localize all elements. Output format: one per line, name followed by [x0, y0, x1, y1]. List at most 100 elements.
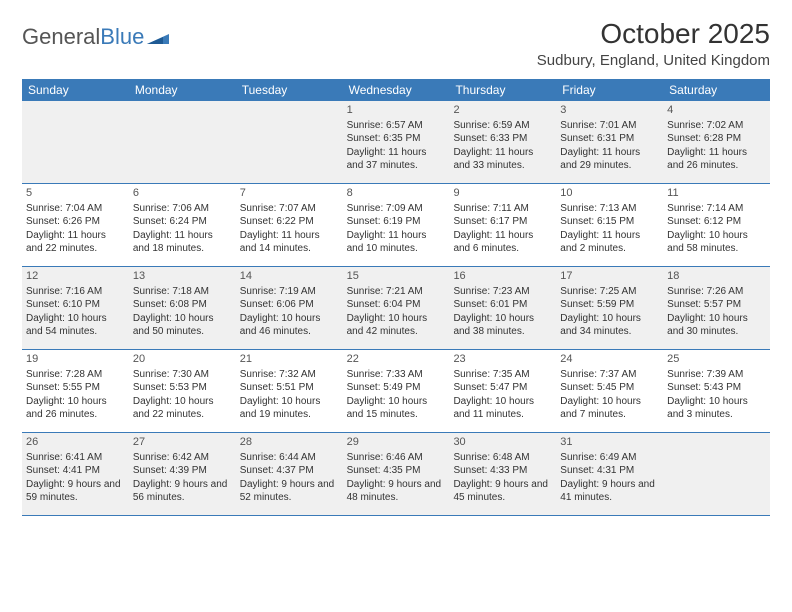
daylight-text: Daylight: 11 hours and 37 minutes. — [347, 146, 446, 173]
day-number: 25 — [667, 352, 766, 367]
daylight-text: Daylight: 10 hours and 26 minutes. — [26, 395, 125, 422]
day-cell: 30Sunrise: 6:48 AMSunset: 4:33 PMDayligh… — [449, 433, 556, 515]
sunrise-text: Sunrise: 7:37 AM — [560, 368, 659, 382]
daylight-text: Daylight: 11 hours and 26 minutes. — [667, 146, 766, 173]
day-number: 24 — [560, 352, 659, 367]
day-number: 5 — [26, 186, 125, 201]
day-headers-row: Sunday Monday Tuesday Wednesday Thursday… — [22, 79, 770, 101]
week-row: 5Sunrise: 7:04 AMSunset: 6:26 PMDaylight… — [22, 184, 770, 267]
sunset-text: Sunset: 6:04 PM — [347, 298, 446, 312]
daylight-text: Daylight: 11 hours and 33 minutes. — [453, 146, 552, 173]
sunset-text: Sunset: 6:17 PM — [453, 215, 552, 229]
sunrise-text: Sunrise: 7:14 AM — [667, 202, 766, 216]
logo-flag-icon — [147, 28, 169, 44]
daylight-text: Daylight: 9 hours and 56 minutes. — [133, 478, 232, 505]
day-cell: 13Sunrise: 7:18 AMSunset: 6:08 PMDayligh… — [129, 267, 236, 349]
daylight-text: Daylight: 10 hours and 38 minutes. — [453, 312, 552, 339]
day-number: 9 — [453, 186, 552, 201]
day-cell: 29Sunrise: 6:46 AMSunset: 4:35 PMDayligh… — [343, 433, 450, 515]
sunset-text: Sunset: 4:31 PM — [560, 464, 659, 478]
day-number: 23 — [453, 352, 552, 367]
day-header-thu: Thursday — [449, 79, 556, 101]
daylight-text: Daylight: 10 hours and 19 minutes. — [240, 395, 339, 422]
week-row: 1Sunrise: 6:57 AMSunset: 6:35 PMDaylight… — [22, 101, 770, 184]
sunrise-text: Sunrise: 7:16 AM — [26, 285, 125, 299]
sunrise-text: Sunrise: 7:23 AM — [453, 285, 552, 299]
sunset-text: Sunset: 5:45 PM — [560, 381, 659, 395]
weeks-container: 1Sunrise: 6:57 AMSunset: 6:35 PMDaylight… — [22, 101, 770, 516]
sunset-text: Sunset: 6:33 PM — [453, 132, 552, 146]
daylight-text: Daylight: 11 hours and 22 minutes. — [26, 229, 125, 256]
sunset-text: Sunset: 5:47 PM — [453, 381, 552, 395]
day-number: 30 — [453, 435, 552, 450]
daylight-text: Daylight: 10 hours and 58 minutes. — [667, 229, 766, 256]
sunset-text: Sunset: 5:59 PM — [560, 298, 659, 312]
day-cell: 14Sunrise: 7:19 AMSunset: 6:06 PMDayligh… — [236, 267, 343, 349]
day-cell: 2Sunrise: 6:59 AMSunset: 6:33 PMDaylight… — [449, 101, 556, 183]
daylight-text: Daylight: 10 hours and 7 minutes. — [560, 395, 659, 422]
day-number: 4 — [667, 103, 766, 118]
day-cell: 9Sunrise: 7:11 AMSunset: 6:17 PMDaylight… — [449, 184, 556, 266]
day-cell — [663, 433, 770, 515]
day-number: 3 — [560, 103, 659, 118]
sunrise-text: Sunrise: 6:48 AM — [453, 451, 552, 465]
sunrise-text: Sunrise: 7:21 AM — [347, 285, 446, 299]
day-cell — [236, 101, 343, 183]
day-header-fri: Friday — [556, 79, 663, 101]
day-number: 10 — [560, 186, 659, 201]
day-header-mon: Monday — [129, 79, 236, 101]
day-number: 13 — [133, 269, 232, 284]
day-cell: 17Sunrise: 7:25 AMSunset: 5:59 PMDayligh… — [556, 267, 663, 349]
day-number: 19 — [26, 352, 125, 367]
brand-text-2: Blue — [100, 24, 144, 50]
sunset-text: Sunset: 5:51 PM — [240, 381, 339, 395]
day-number: 6 — [133, 186, 232, 201]
day-number: 2 — [453, 103, 552, 118]
day-cell: 16Sunrise: 7:23 AMSunset: 6:01 PMDayligh… — [449, 267, 556, 349]
sunset-text: Sunset: 4:37 PM — [240, 464, 339, 478]
day-cell: 12Sunrise: 7:16 AMSunset: 6:10 PMDayligh… — [22, 267, 129, 349]
sunset-text: Sunset: 5:53 PM — [133, 381, 232, 395]
sunrise-text: Sunrise: 7:07 AM — [240, 202, 339, 216]
sunrise-text: Sunrise: 6:44 AM — [240, 451, 339, 465]
sunset-text: Sunset: 4:39 PM — [133, 464, 232, 478]
day-cell: 8Sunrise: 7:09 AMSunset: 6:19 PMDaylight… — [343, 184, 450, 266]
sunrise-text: Sunrise: 7:06 AM — [133, 202, 232, 216]
month-title: October 2025 — [537, 18, 770, 50]
sunset-text: Sunset: 6:12 PM — [667, 215, 766, 229]
sunrise-text: Sunrise: 6:57 AM — [347, 119, 446, 133]
day-cell: 20Sunrise: 7:30 AMSunset: 5:53 PMDayligh… — [129, 350, 236, 432]
sunset-text: Sunset: 6:31 PM — [560, 132, 659, 146]
brand-text-1: General — [22, 24, 100, 50]
daylight-text: Daylight: 9 hours and 59 minutes. — [26, 478, 125, 505]
daylight-text: Daylight: 10 hours and 11 minutes. — [453, 395, 552, 422]
sunrise-text: Sunrise: 7:35 AM — [453, 368, 552, 382]
sunrise-text: Sunrise: 7:19 AM — [240, 285, 339, 299]
day-cell: 23Sunrise: 7:35 AMSunset: 5:47 PMDayligh… — [449, 350, 556, 432]
header: GeneralBlue October 2025 Sudbury, Englan… — [22, 18, 770, 69]
sunrise-text: Sunrise: 7:13 AM — [560, 202, 659, 216]
day-number: 15 — [347, 269, 446, 284]
daylight-text: Daylight: 9 hours and 52 minutes. — [240, 478, 339, 505]
sunset-text: Sunset: 6:08 PM — [133, 298, 232, 312]
day-header-tue: Tuesday — [236, 79, 343, 101]
sunset-text: Sunset: 4:41 PM — [26, 464, 125, 478]
sunset-text: Sunset: 6:10 PM — [26, 298, 125, 312]
day-number: 31 — [560, 435, 659, 450]
sunrise-text: Sunrise: 7:33 AM — [347, 368, 446, 382]
sunset-text: Sunset: 5:55 PM — [26, 381, 125, 395]
sunrise-text: Sunrise: 6:42 AM — [133, 451, 232, 465]
sunset-text: Sunset: 6:28 PM — [667, 132, 766, 146]
calendar: Sunday Monday Tuesday Wednesday Thursday… — [22, 79, 770, 516]
day-cell — [22, 101, 129, 183]
sunset-text: Sunset: 6:06 PM — [240, 298, 339, 312]
day-cell: 27Sunrise: 6:42 AMSunset: 4:39 PMDayligh… — [129, 433, 236, 515]
day-number: 11 — [667, 186, 766, 201]
day-cell: 28Sunrise: 6:44 AMSunset: 4:37 PMDayligh… — [236, 433, 343, 515]
day-cell: 7Sunrise: 7:07 AMSunset: 6:22 PMDaylight… — [236, 184, 343, 266]
day-cell: 10Sunrise: 7:13 AMSunset: 6:15 PMDayligh… — [556, 184, 663, 266]
sunset-text: Sunset: 6:01 PM — [453, 298, 552, 312]
daylight-text: Daylight: 11 hours and 10 minutes. — [347, 229, 446, 256]
location-text: Sudbury, England, United Kingdom — [537, 52, 770, 69]
day-cell: 3Sunrise: 7:01 AMSunset: 6:31 PMDaylight… — [556, 101, 663, 183]
